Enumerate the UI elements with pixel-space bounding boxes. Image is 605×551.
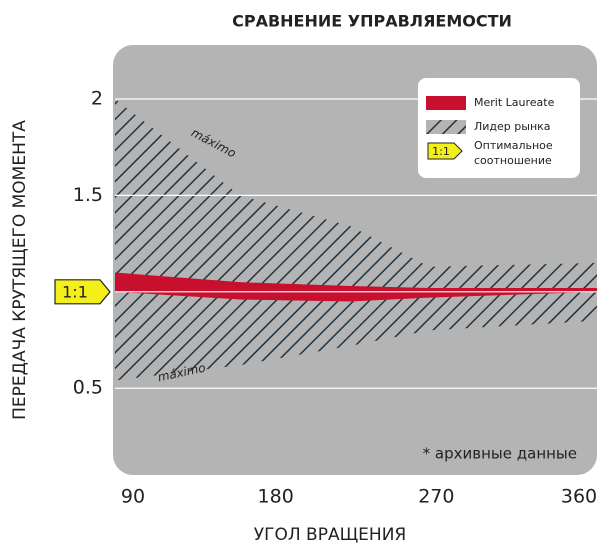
y-axis-title: ПЕРЕДАЧА КРУТЯЩЕГО МОМЕНТА bbox=[10, 120, 30, 420]
y-tick-label: 1:1 bbox=[62, 282, 88, 301]
chart-title: СРАВНЕНИЕ УПРАВЛЯЕМОСТИ bbox=[232, 12, 512, 31]
legend-icon bbox=[427, 142, 463, 160]
plot bbox=[115, 98, 597, 381]
legend-label: Оптимальное bbox=[474, 139, 553, 152]
legend-label: Merit Laureate bbox=[474, 96, 555, 109]
legend-swatch bbox=[426, 96, 466, 110]
ratio-badge bbox=[54, 279, 111, 305]
band-area bbox=[115, 98, 597, 381]
band-area bbox=[115, 272, 597, 302]
x-tick-label: 360 bbox=[561, 486, 597, 508]
y-tick-label: 0.5 bbox=[73, 377, 103, 399]
x-axis-title: УГОЛ ВРАЩЕНИЯ bbox=[254, 525, 407, 545]
annotation: * архивные данные bbox=[423, 445, 577, 463]
y-tick-label: 1.5 bbox=[73, 184, 103, 206]
legend-icon-label: 1:1 bbox=[432, 145, 450, 158]
x-tick-label: 270 bbox=[418, 486, 454, 508]
y-tick-label: 2 bbox=[91, 87, 103, 109]
legend-swatch bbox=[426, 120, 466, 134]
x-tick-label: 180 bbox=[258, 486, 294, 508]
x-tick-label: 90 bbox=[121, 486, 145, 508]
legend-label: соотношение bbox=[474, 154, 552, 167]
legend-label: Лидер рынка bbox=[474, 120, 551, 133]
